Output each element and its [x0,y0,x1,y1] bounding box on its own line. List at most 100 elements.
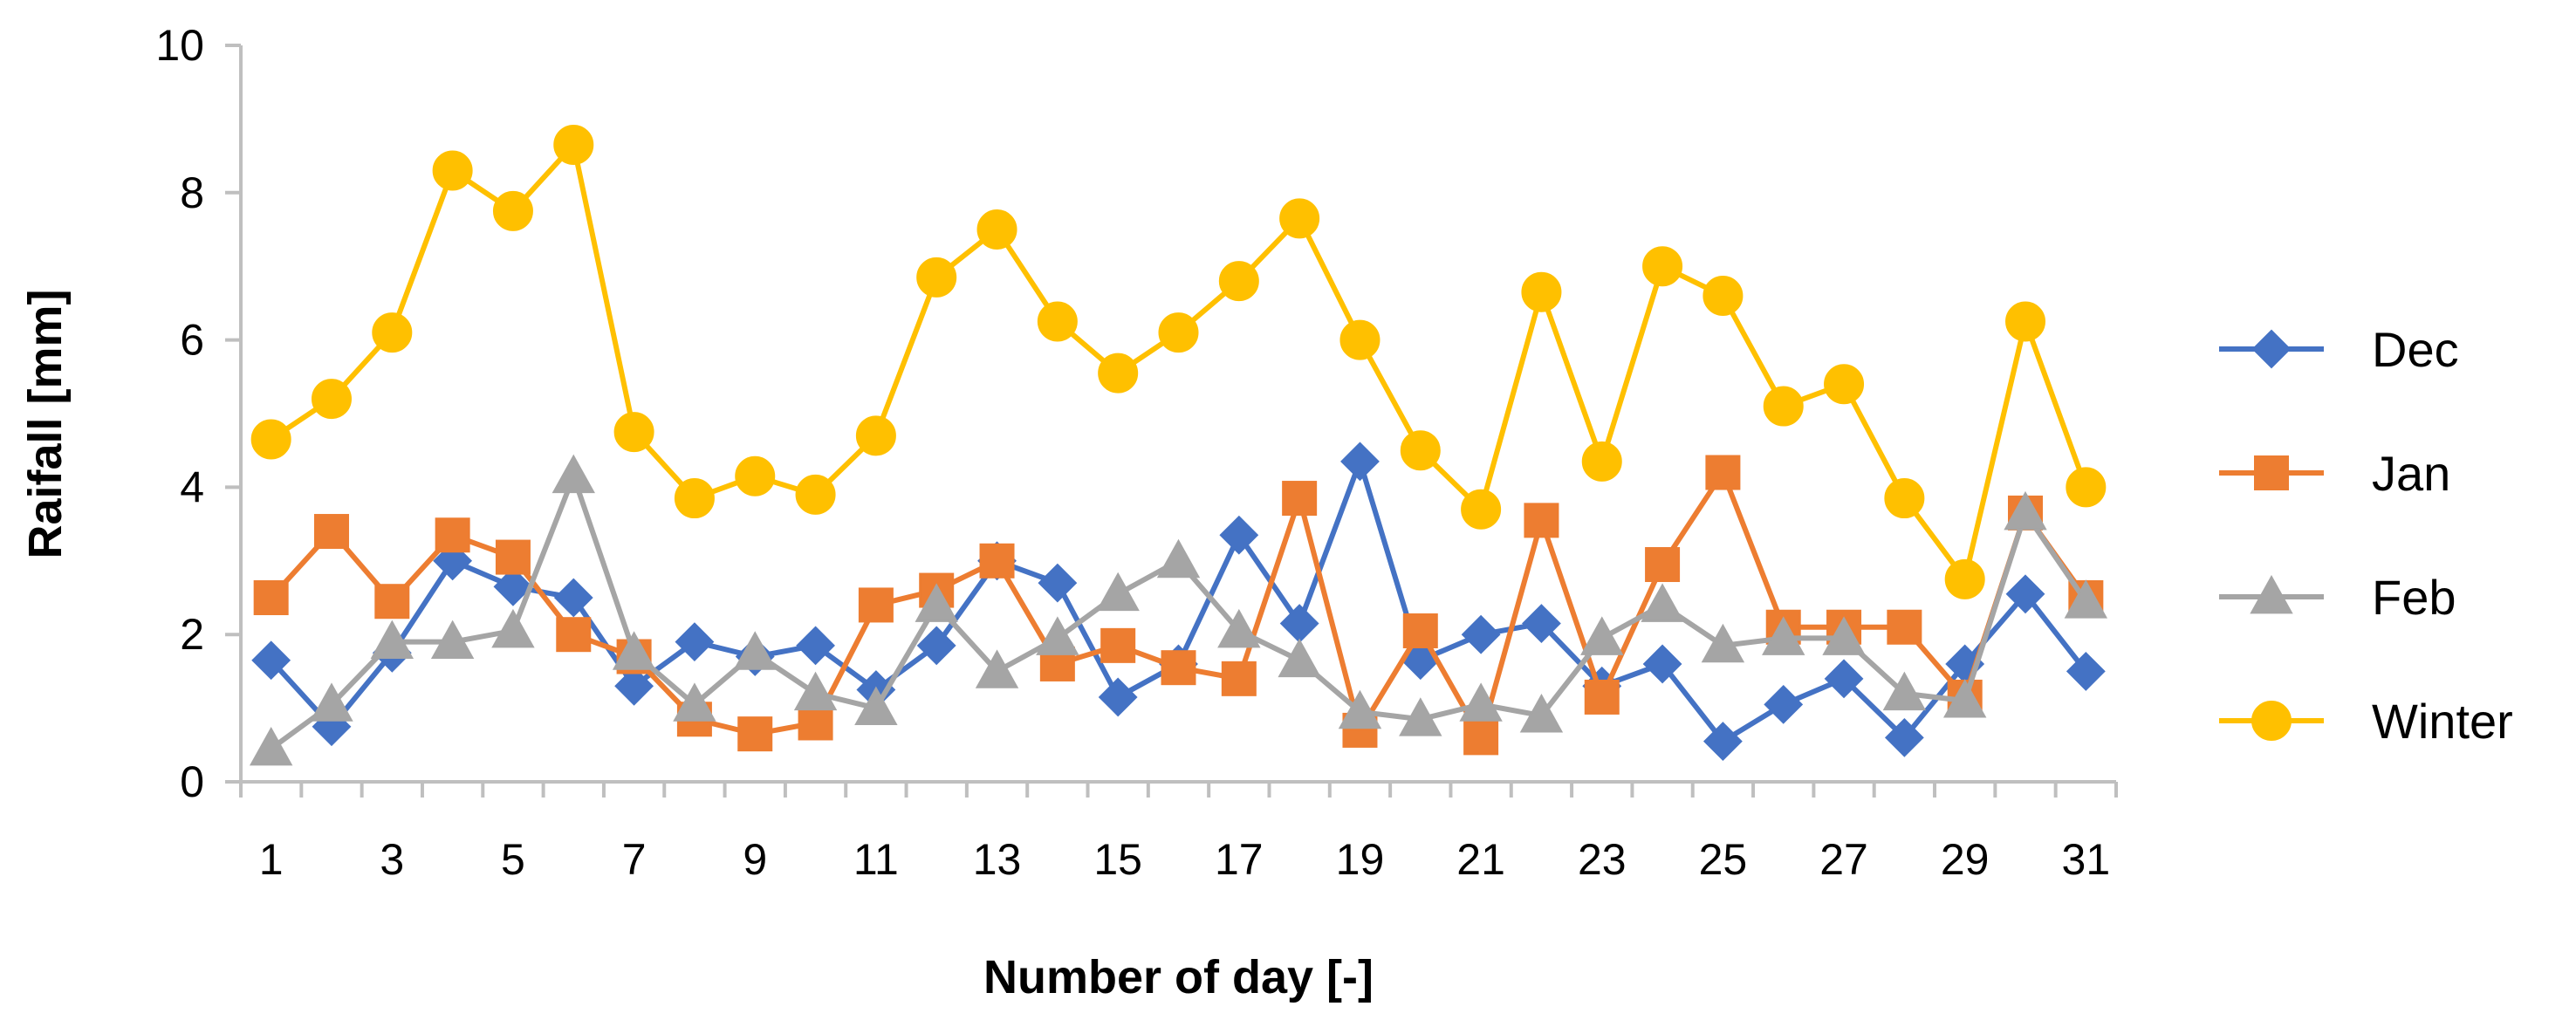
data-point-feb [1942,679,1987,718]
legend-label: Feb [2372,570,2456,625]
series-feb [249,454,2108,766]
data-point-winter [735,455,776,496]
data-point-winter [1824,364,1865,405]
y-tick-label: 6 [180,316,204,365]
data-point-jan [1705,455,1741,490]
data-point-feb [733,631,777,670]
data-point-jan [737,716,773,752]
data-point-jan [1524,503,1559,538]
data-point-feb [915,583,958,622]
series-jan [253,455,2104,756]
data-point-jan [979,543,1015,579]
data-point-dec [493,566,533,606]
data-point-winter [1763,386,1804,427]
data-point-dec [1219,515,1259,555]
data-point-winter [1158,312,1199,353]
legend-label: Jan [2372,446,2450,501]
data-point-feb [1701,623,1745,663]
data-point-dec [614,666,654,706]
data-point-feb [1580,616,1624,655]
data-point-jan [253,580,289,615]
data-point-winter [553,124,594,165]
data-point-winter [311,379,352,420]
y-tick-label: 4 [180,462,204,511]
data-point-dec [1824,659,1864,699]
data-point-feb [1762,616,1805,655]
data-point-feb [612,631,656,670]
data-point-feb [1459,682,1503,722]
series-line-dec [269,458,2088,744]
data-point-feb [491,608,535,648]
data-point-jan [798,705,833,741]
data-point-dec [1461,614,1501,654]
data-point-dec [2005,574,2045,614]
x-tick-label: 11 [853,835,899,884]
data-point-winter [1884,478,1925,519]
data-point-jan [1161,650,1196,686]
legend-item-dec: Dec [2219,322,2459,377]
data-point-feb [1519,693,1564,733]
y-axis-title: Raifall [mm] [19,289,72,558]
data-point-dec [796,626,835,666]
data-point-feb [370,620,414,660]
axes [239,45,2116,784]
data-point-feb [1156,538,1201,579]
series-winter [250,124,2107,599]
data-point-winter [1642,246,1683,287]
x-axis-title: Number of day [-] [983,951,1374,1003]
x-tick-label: 23 [1578,835,1627,884]
data-point-winter [2066,467,2107,508]
data-point-feb [2004,490,2047,531]
data-point-jan [556,617,592,653]
legend-label: Dec [2372,322,2459,377]
x-tick-label: 25 [1699,835,1748,884]
data-point-winter [2005,301,2046,342]
data-point-dec [1642,644,1682,684]
data-point-dec [1279,604,1319,643]
x-tick-label: 7 [622,835,647,884]
data-point-dec [1340,442,1380,482]
data-point-feb [1278,638,1321,678]
data-point-winter [1944,558,1985,599]
data-point-jan [313,514,349,550]
x-tick-label: 5 [501,835,525,884]
data-point-jan [1584,679,1620,715]
data-point-feb [249,726,293,766]
data-point-winter [1461,489,1502,530]
legend: Dec Jan Feb Winter [2219,322,2513,749]
legend-marker [2250,574,2293,614]
data-point-winter [1098,353,1139,394]
data-point-dec [1702,722,1743,761]
data-point-winter [1521,271,1562,312]
data-point-winter [1339,319,1380,360]
data-point-jan [435,517,470,553]
data-point-feb [1096,572,1140,612]
x-tick-label: 27 [1819,835,1868,884]
data-point-jan [858,587,894,623]
data-point-feb [1338,689,1382,729]
data-point-feb [310,682,353,722]
y-tick-label: 0 [180,757,204,806]
data-point-winter [1218,261,1259,302]
legend-marker [2251,329,2292,369]
series-dec [251,442,2106,761]
legend-item-feb: Feb [2219,570,2456,625]
x-tick-label: 31 [2062,835,2111,884]
x-tick-label: 13 [973,835,1022,884]
data-point-winter [1702,275,1744,316]
data-point-feb [854,686,898,725]
x-tick-label: 21 [1456,835,1505,884]
data-point-winter [1581,441,1622,482]
data-point-feb [1036,616,1079,655]
data-point-jan [1887,609,1922,645]
legend-item-winter: Winter [2219,694,2513,749]
data-point-winter [372,312,413,353]
data-point-dec [1038,563,1078,603]
data-point-feb [552,454,595,494]
data-point-winter [916,257,957,298]
data-point-winter [795,474,836,515]
data-point-dec [1884,717,1924,757]
y-tick-label: 2 [180,610,204,659]
